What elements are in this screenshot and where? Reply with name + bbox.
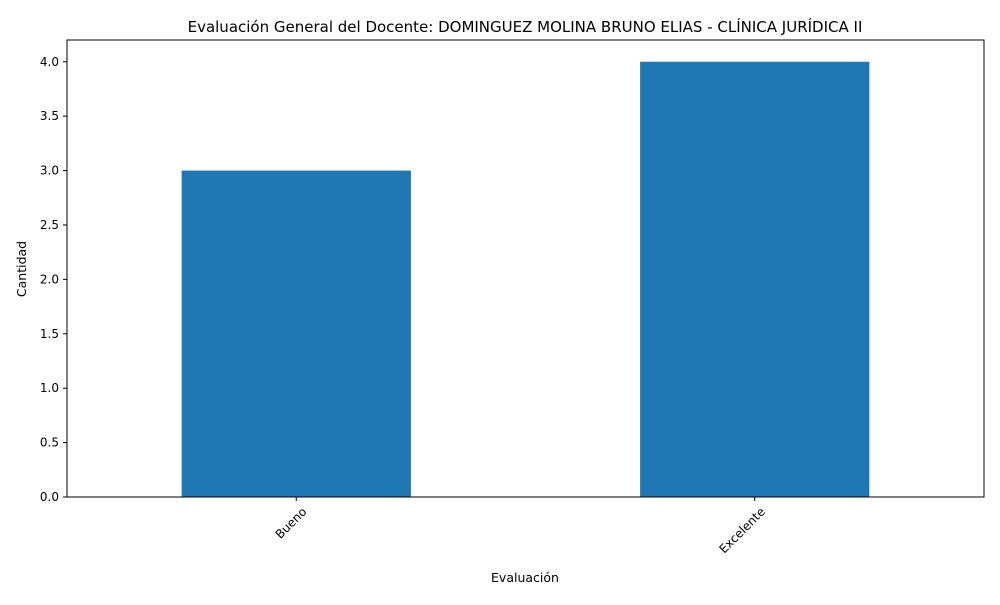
- plot-area: Bueno Excelente 0.0 0.5 1.0 1.5 2.0 2.5 3.0 3.5 4.…: [40, 39, 985, 557]
- y-tick-label: 4.0: [40, 55, 59, 69]
- y-axis-label: Cantidad: [14, 241, 29, 297]
- y-tick-label: 0.0: [40, 490, 59, 504]
- y-tick-label: 1.5: [40, 327, 59, 341]
- x-axis-label: Evaluación: [491, 570, 559, 585]
- y-tick-label: 0.5: [40, 436, 59, 450]
- x-tick-label: Bueno: [273, 505, 310, 542]
- bar-excelente: [640, 61, 870, 498]
- y-tick-label: 2.5: [40, 218, 59, 232]
- chart-title: Evaluación General del Docente: DOMINGUE…: [188, 17, 863, 36]
- y-tick-label: 3.5: [40, 109, 59, 123]
- bar-bueno: [181, 170, 411, 498]
- axes-frame: [66, 39, 985, 498]
- y-tick-label: 2.0: [40, 272, 59, 286]
- y-tick-label: 1.0: [40, 381, 59, 395]
- y-tick-label: 3.0: [40, 164, 59, 178]
- x-tick-label: Excelente: [716, 505, 768, 557]
